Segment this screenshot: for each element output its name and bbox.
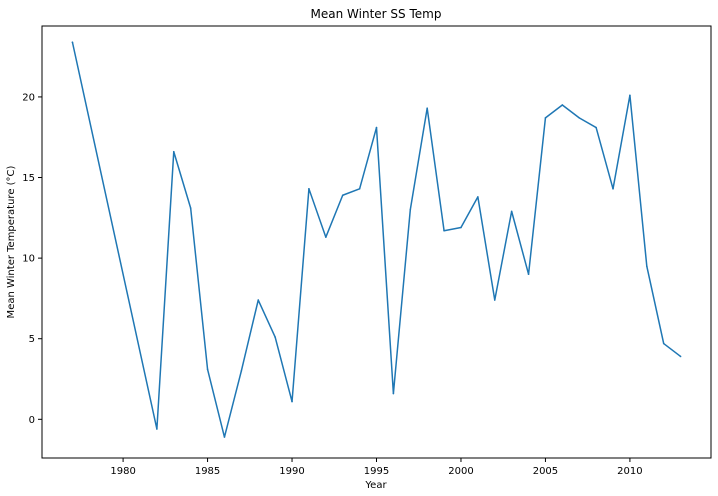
chart-title: Mean Winter SS Temp (311, 7, 442, 21)
data-point (595, 126, 597, 129)
data-point (510, 210, 513, 213)
data-point (375, 126, 378, 129)
series-line (71, 41, 682, 438)
x-tick-label: 2005 (533, 466, 558, 477)
x-tick-label: 1995 (364, 466, 389, 477)
data-point (561, 104, 564, 106)
data-point (493, 299, 496, 301)
y-tick-label: 5 (29, 334, 35, 345)
x-axis-label: Year (364, 480, 387, 491)
x-axis: 1980 1985 1990 1995 2000 2005 2010 (110, 458, 643, 477)
data-point (257, 299, 260, 301)
x-tick-label: 2010 (617, 466, 642, 477)
data-point (71, 41, 74, 43)
data-point (409, 208, 412, 211)
y-tick-label: 0 (29, 415, 35, 426)
data-point (392, 392, 395, 395)
data-point (325, 236, 327, 238)
data-point (443, 229, 445, 232)
plot-area (71, 41, 682, 438)
y-axis: 0 5 10 15 20 (22, 92, 42, 426)
data-point (460, 226, 462, 229)
x-tick-label: 2000 (448, 466, 473, 477)
data-point (578, 117, 581, 119)
data-point (527, 273, 530, 276)
y-tick-label: 15 (22, 173, 35, 184)
data-point (629, 94, 631, 97)
data-point (156, 428, 158, 430)
data-point (477, 196, 479, 198)
x-tick-label: 1990 (279, 466, 304, 477)
data-point (274, 336, 276, 338)
data-point (172, 150, 175, 153)
y-tick-label: 10 (22, 254, 35, 265)
data-point (291, 400, 293, 403)
data-point (223, 436, 226, 438)
plot-frame (41, 25, 712, 459)
data-point (341, 194, 344, 197)
x-tick-label: 1985 (195, 466, 220, 477)
data-point (544, 117, 547, 119)
data-point (646, 265, 648, 267)
data-point (679, 355, 682, 358)
data-point (426, 107, 428, 110)
data-point (189, 207, 192, 209)
data-point (358, 188, 361, 190)
data-point (662, 342, 665, 345)
data-point (206, 368, 209, 371)
data-point (240, 370, 243, 372)
x-tick-label: 1980 (110, 466, 135, 477)
data-point (308, 188, 310, 190)
data-point (612, 188, 614, 190)
y-axis-label: Mean Winter Temperature (°C) (6, 165, 17, 318)
y-tick-label: 20 (22, 92, 35, 103)
